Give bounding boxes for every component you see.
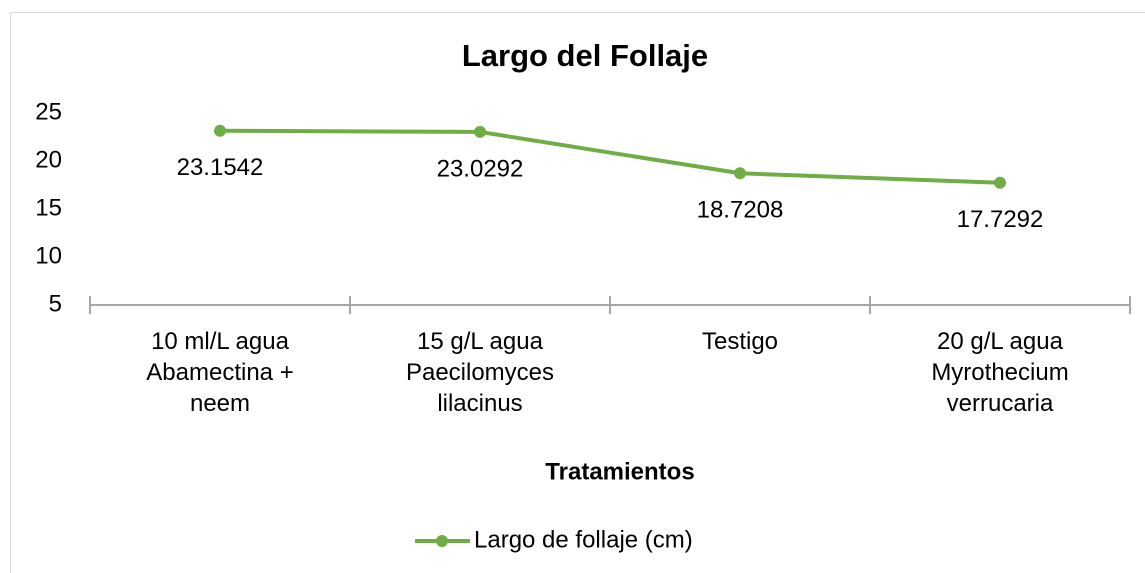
x-tick-label: Testigo: [701, 328, 779, 355]
y-tick-label: 25: [35, 98, 62, 125]
chart-title: Largo del Follaje: [462, 38, 708, 73]
data-label: 23.1542: [177, 154, 264, 181]
legend-marker: [436, 535, 448, 547]
x-tick-label: 10 ml/L agua Abamectina + neem: [146, 328, 294, 417]
x-tick-label-box: Testigo: [701, 328, 779, 355]
chart-border: [10, 12, 1145, 573]
x-tick-label-box: 20 g/L agua Myrothecium verrucaria: [931, 328, 1069, 417]
data-label: 23.0292: [437, 155, 524, 182]
y-tick-label: 20: [35, 146, 62, 173]
y-tick-label: 10: [35, 242, 62, 269]
data-point: [734, 167, 746, 180]
data-label: 17.7292: [957, 206, 1044, 233]
x-axis-title: Tratamientos: [545, 458, 694, 485]
legend-label: Largo de follaje (cm): [474, 526, 693, 553]
data-point: [214, 124, 226, 137]
y-tick-label: 15: [35, 194, 62, 221]
x-tick-label: 20 g/L agua Myrothecium verrucaria: [931, 328, 1069, 417]
y-tick-label: 5: [49, 290, 62, 317]
data-point: [994, 176, 1006, 189]
data-point: [474, 125, 486, 138]
x-tick-label: 15 g/L agua Paecilomyces lilacinus: [405, 328, 555, 417]
x-tick-label-box: 10 ml/L agua Abamectina + neem: [146, 328, 294, 417]
series-line: [219, 128, 1001, 185]
data-label: 18.7208: [697, 197, 784, 224]
x-tick-label-box: 15 g/L agua Paecilomyces lilacinus: [405, 328, 555, 417]
